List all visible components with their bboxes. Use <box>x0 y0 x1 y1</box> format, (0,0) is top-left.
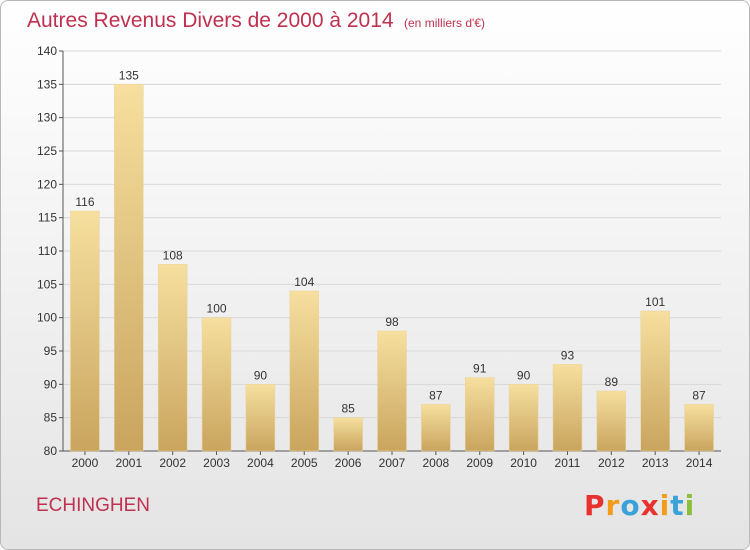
value-label: 85 <box>341 402 355 416</box>
x-tick-label: 2004 <box>247 456 274 470</box>
x-tick-label: 2009 <box>466 456 493 470</box>
y-tick-label: 80 <box>44 444 58 458</box>
bar-2006 <box>333 417 363 452</box>
x-tick-label: 2010 <box>510 456 537 470</box>
bar-2012 <box>596 390 627 452</box>
value-label: 108 <box>163 248 183 262</box>
y-tick-label: 135 <box>37 77 57 91</box>
value-label: 93 <box>561 348 575 362</box>
y-tick-label: 95 <box>44 344 58 358</box>
bar-2004 <box>245 384 276 452</box>
x-tick-label: 2002 <box>159 456 186 470</box>
value-label: 91 <box>473 362 487 376</box>
y-tick-label: 85 <box>44 411 58 425</box>
bar-2013 <box>640 310 670 452</box>
y-tick-label: 120 <box>37 177 57 191</box>
x-tick-label: 2008 <box>423 456 450 470</box>
value-label: 89 <box>605 375 619 389</box>
bar-2001 <box>114 84 144 452</box>
y-tick-label: 140 <box>37 44 57 58</box>
value-label: 90 <box>517 368 531 382</box>
commune-name: ECHINGHEN <box>36 495 151 516</box>
brand-letter: r <box>605 489 621 522</box>
brand-letter: P <box>584 489 606 522</box>
value-label: 98 <box>385 315 399 329</box>
bar-2014 <box>684 404 714 452</box>
brand-letter: i <box>684 489 696 522</box>
x-tick-label: 2012 <box>598 456 625 470</box>
bar-2011 <box>552 364 583 452</box>
bar-2005 <box>289 290 319 452</box>
brand-letter: o <box>620 489 641 522</box>
value-label: 116 <box>75 195 94 209</box>
x-tick-label: 2005 <box>291 456 318 470</box>
brand-letter: i <box>659 489 671 522</box>
value-label: 90 <box>254 368 268 382</box>
labels: 80 85 90 95 100 105 110 115 120 125 130 135 140 116 20… <box>37 44 713 470</box>
y-tick-label: 125 <box>37 144 57 158</box>
y-tick-label: 100 <box>37 311 57 325</box>
value-label: 100 <box>207 302 227 316</box>
title-row: Autres Revenus Divers de 2000 à 2014 (en… <box>27 9 485 33</box>
bar-2000 <box>70 210 100 452</box>
x-tick-label: 2011 <box>555 456 581 470</box>
x-tick-label: 2014 <box>686 456 713 470</box>
y-tick-label: 110 <box>38 244 57 258</box>
bars <box>70 84 714 452</box>
value-label: 104 <box>294 275 314 289</box>
bar-2008 <box>421 404 451 452</box>
value-label: 101 <box>645 295 665 309</box>
x-tick-label: 2001 <box>115 456 142 470</box>
chart-title: Autres Revenus Divers de 2000 à 2014 <box>27 9 394 32</box>
y-tick-label: 90 <box>44 377 58 391</box>
bar-2002 <box>157 264 188 452</box>
y-tick-label: 130 <box>37 111 57 125</box>
brand-letter: t <box>670 489 685 522</box>
x-tick-label: 2006 <box>335 456 362 470</box>
value-label: 135 <box>119 68 139 82</box>
y-tick-label: 105 <box>37 277 57 291</box>
x-tick-label: 2007 <box>379 456 406 470</box>
bar-2003 <box>201 317 232 452</box>
x-tick-label: 2013 <box>642 456 669 470</box>
x-tick-label: 2000 <box>72 456 99 470</box>
brand-letter: x <box>640 489 660 522</box>
chart-subtitle: (en milliers d'€) <box>404 16 485 30</box>
value-label: 87 <box>429 388 443 402</box>
y-tick-label: 115 <box>38 211 57 225</box>
bar-2009 <box>465 377 495 452</box>
value-label: 87 <box>692 388 706 402</box>
x-tick-label: 2003 <box>203 456 230 470</box>
brand-logo[interactable]: Proxiti <box>584 489 695 522</box>
bar-2010 <box>508 384 539 452</box>
bar-2007 <box>377 330 407 452</box>
